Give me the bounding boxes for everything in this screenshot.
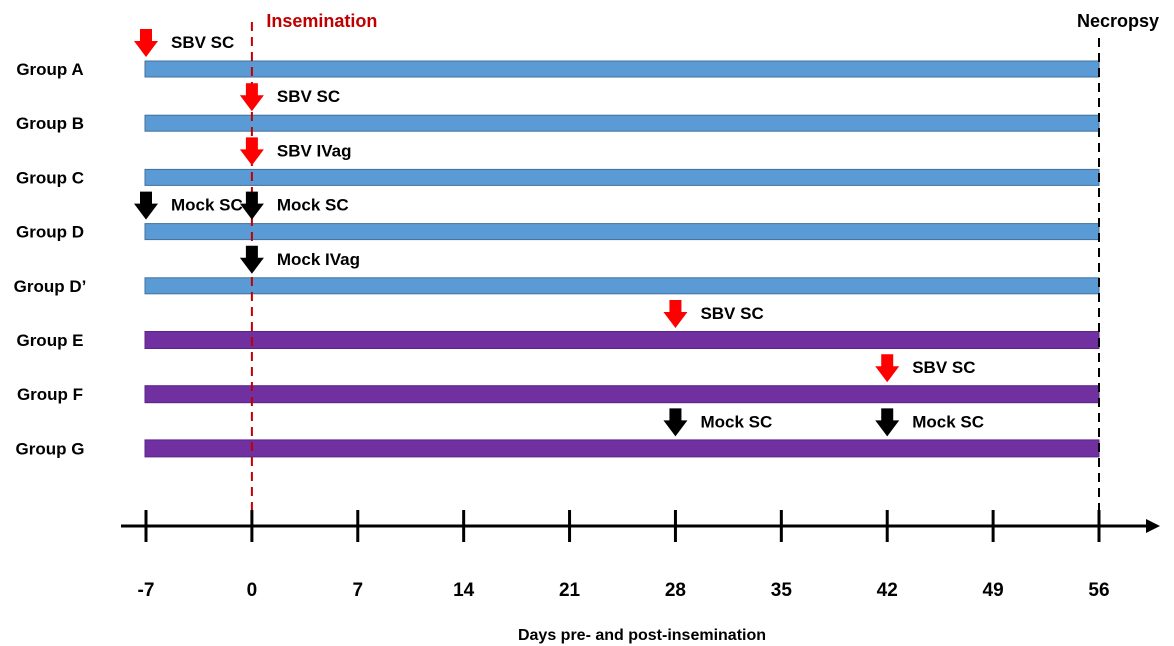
group-bar [144,114,1100,132]
red-arrow-icon [875,354,900,383]
group-bar [144,439,1100,458]
red-arrow-icon [239,83,264,112]
event-label: Mock SC [277,196,349,215]
marker-layer: Insemination Necropsy [250,11,1159,534]
events-layer: SBV SC SBV SC SBV IVag Mock SC Mock SC Mock I… [134,29,984,437]
black-arrow-icon [134,191,158,220]
group-bar [144,277,1100,295]
group-bar [144,331,1100,349]
x-tick-label: 21 [559,580,581,601]
event-label: SBV SC [700,304,763,323]
event-label: Mock SC [171,196,243,215]
x-tick-label: 28 [665,580,686,601]
x-axis-arrowhead-icon [1146,519,1160,533]
x-tick-label: -7 [138,580,155,601]
black-arrow-icon [875,408,900,437]
group-bar [144,168,1100,186]
x-tick-label: 7 [352,580,363,601]
event-label: SBV IVag [277,141,352,160]
group-label: Group F [17,385,83,404]
axis-layer: -7 0 7 14 21 28 35 42 49 56 Days pre- and post-ins… [121,510,1160,644]
group-bar [144,223,1100,241]
group-label: Group D [16,223,84,242]
black-arrow-icon [663,408,688,437]
event-label: Mock SC [700,412,772,431]
event-label: Mock IVag [277,250,360,269]
group-label: Group E [16,331,83,350]
group-label: Group C [16,168,84,187]
x-tick-label: 42 [877,580,898,601]
red-arrow-icon [134,29,158,57]
event-label: SBV SC [277,87,340,106]
x-tick-label: 49 [983,580,1004,601]
necropsy-label: Necropsy [1077,11,1159,31]
x-tick-label: 56 [1088,580,1109,601]
bars-layer: Group A Group B Group C Group D Group D’ Grou… [14,60,1100,458]
black-arrow-icon [239,191,264,220]
x-tick-label: 14 [453,580,475,601]
group-bar [144,60,1100,78]
event-label: Mock SC [912,412,984,431]
event-label: SBV SC [912,358,975,377]
x-tick-label: 0 [247,580,258,601]
group-label: Group A [16,60,83,79]
group-bar [144,385,1100,404]
x-axis-title: Days pre- and post-insemination [518,627,766,644]
red-arrow-icon [239,137,264,166]
group-label: Group D’ [14,277,87,296]
group-label: Group B [16,114,84,133]
black-arrow-icon [239,245,264,274]
event-label: SBV SC [171,33,234,52]
group-label: Group G [16,439,85,458]
x-tick-label: 35 [771,580,793,601]
red-arrow-icon [663,300,688,328]
insemination-label: Insemination [266,11,377,31]
